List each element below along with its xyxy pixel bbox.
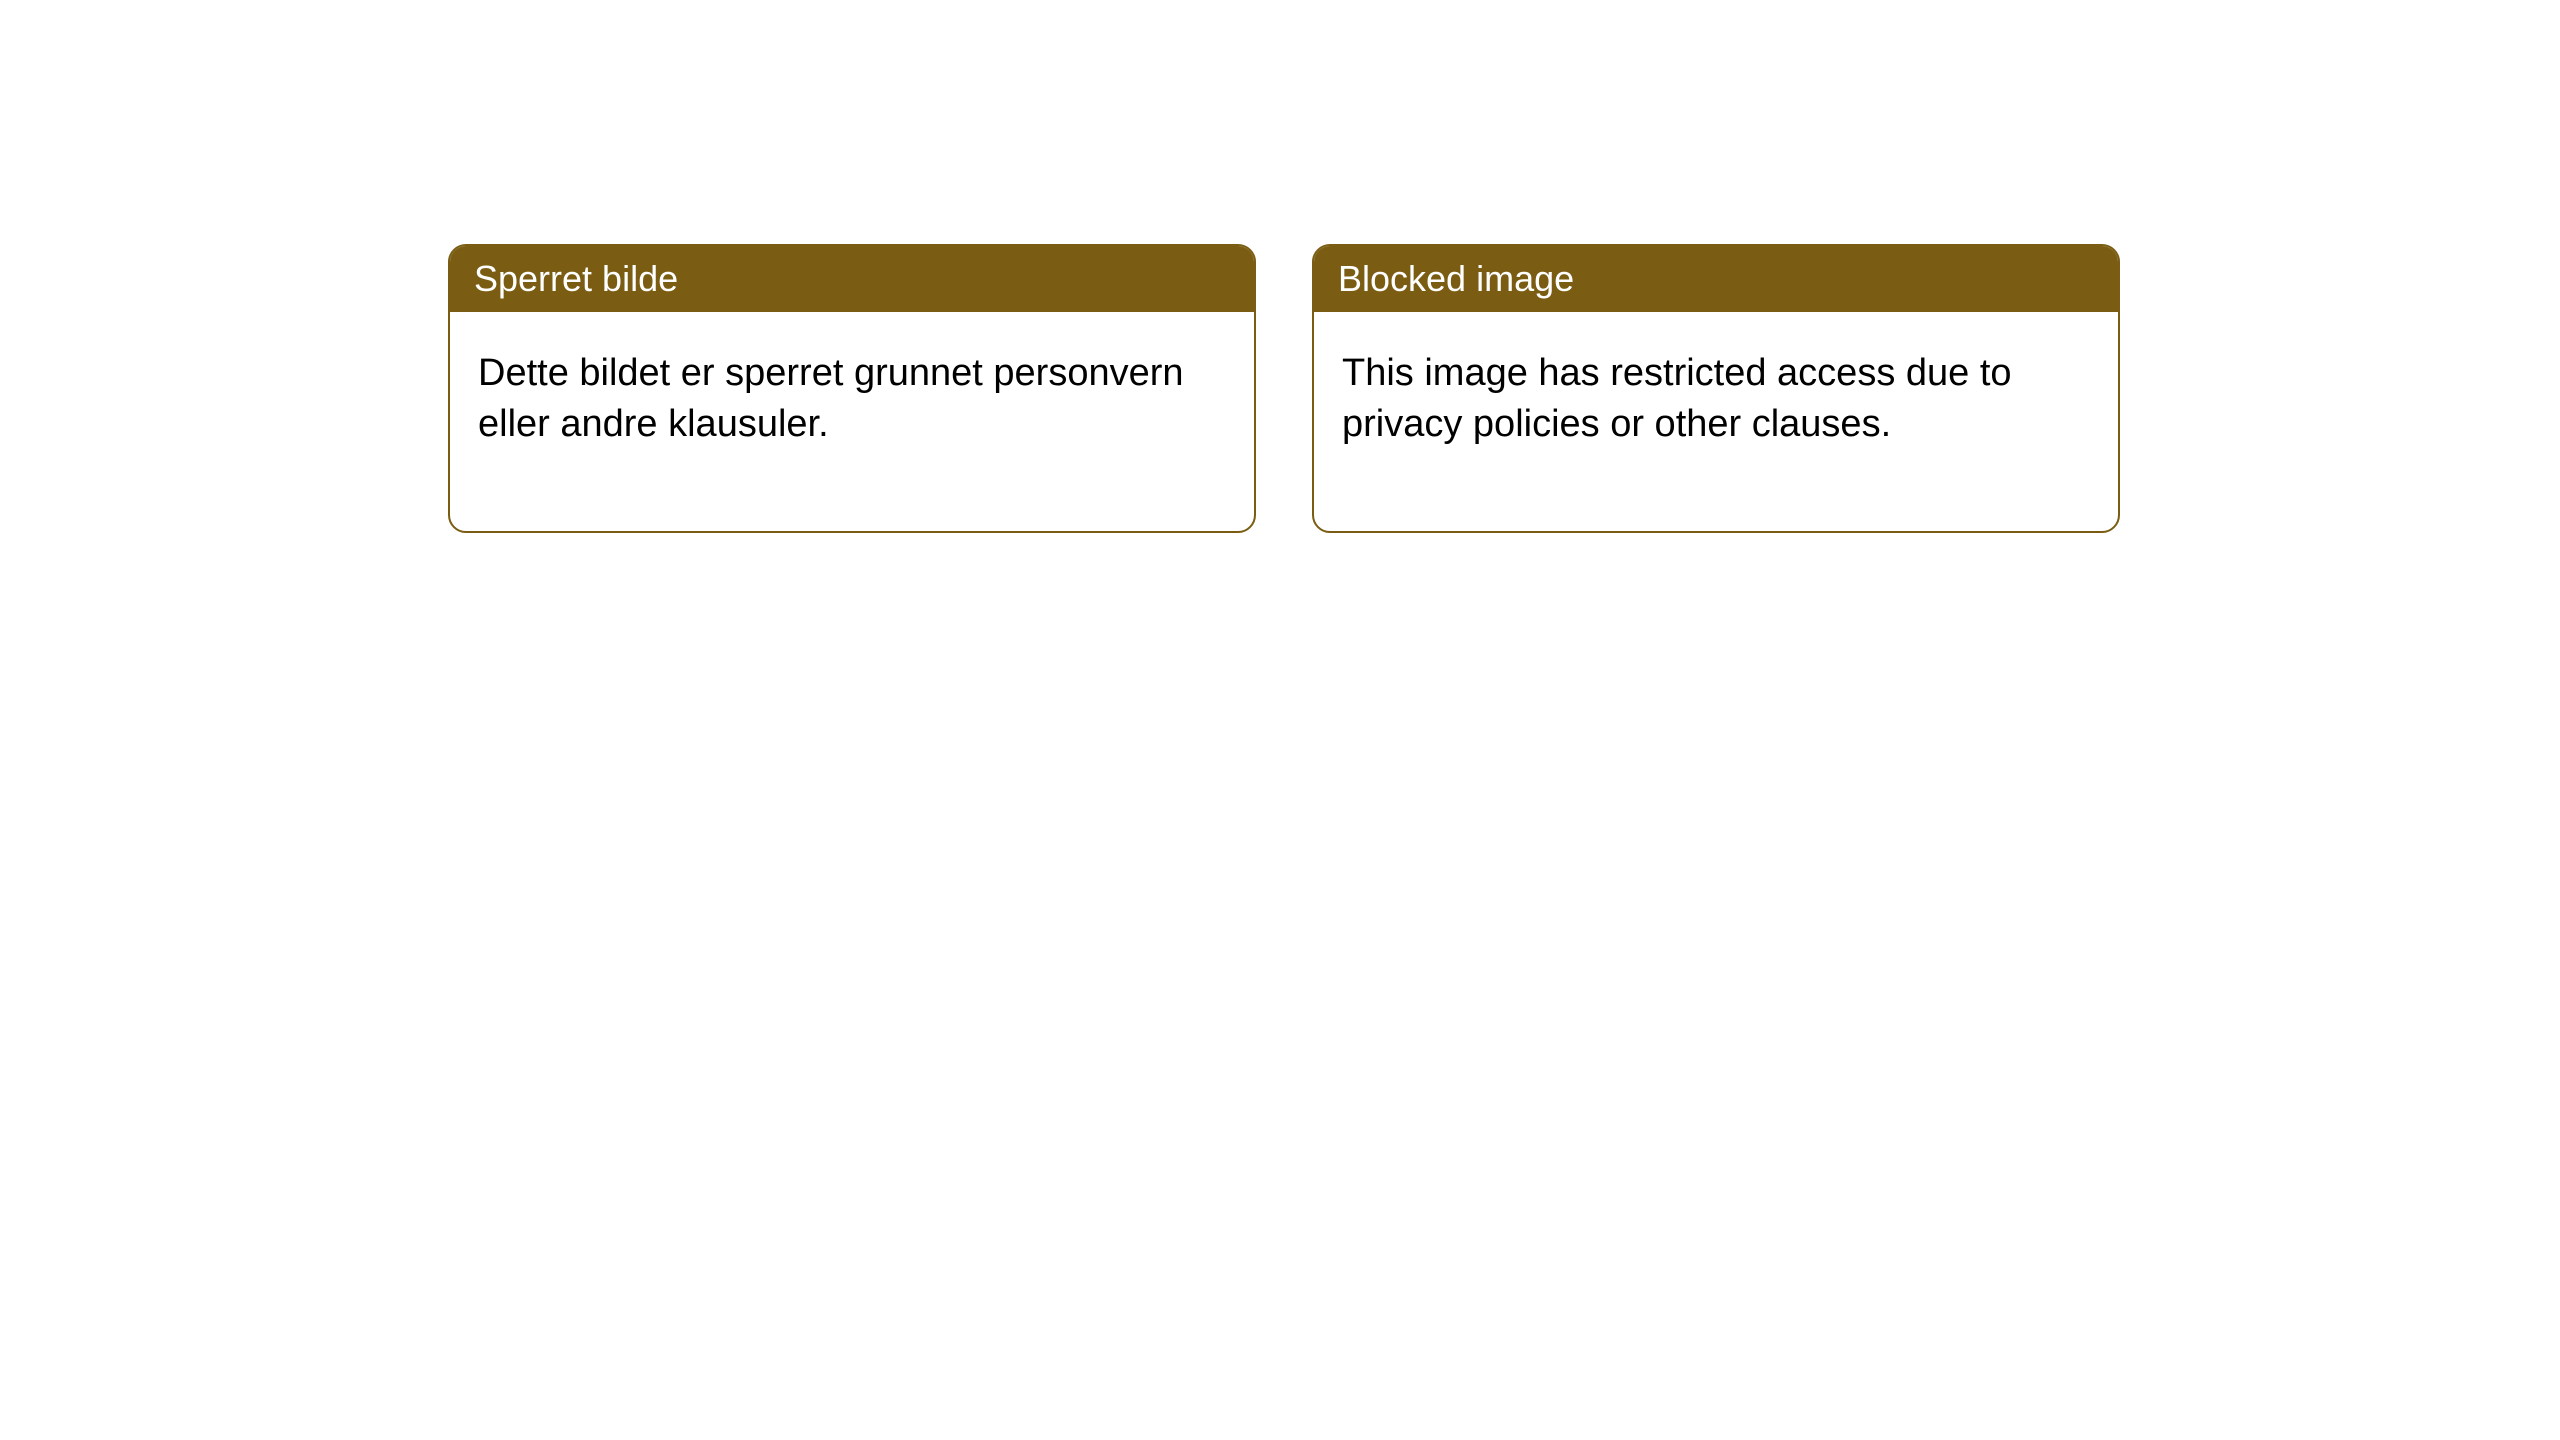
card-body-text: This image has restricted access due to … <box>1342 352 2012 445</box>
card-body-text: Dette bildet er sperret grunnet personve… <box>478 352 1184 445</box>
card-title: Blocked image <box>1338 258 1574 299</box>
card-title: Sperret bilde <box>474 258 678 299</box>
card-body: This image has restricted access due to … <box>1314 312 2118 531</box>
card-header: Blocked image <box>1314 246 2118 312</box>
notice-cards-container: Sperret bilde Dette bildet er sperret gr… <box>448 244 2120 533</box>
notice-card-norwegian: Sperret bilde Dette bildet er sperret gr… <box>448 244 1256 533</box>
card-body: Dette bildet er sperret grunnet personve… <box>450 312 1254 531</box>
card-header: Sperret bilde <box>450 246 1254 312</box>
notice-card-english: Blocked image This image has restricted … <box>1312 244 2120 533</box>
